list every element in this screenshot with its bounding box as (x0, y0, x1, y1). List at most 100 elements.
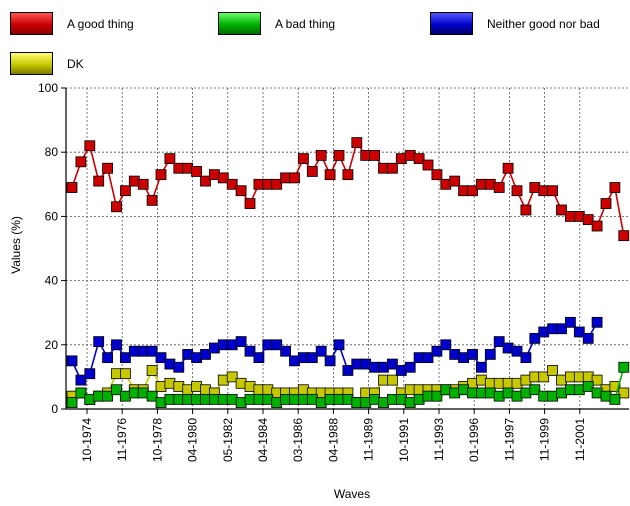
data-point-neither-good-nor-bad (102, 352, 113, 364)
data-point-a-bad-thing (395, 393, 407, 405)
data-point-a-good-thing (164, 153, 176, 165)
data-point-a-good-thing (217, 172, 229, 184)
data-point-neither-good-nor-bad (280, 345, 292, 357)
legend-label-dk: DK (67, 56, 84, 71)
data-point-dk (618, 387, 630, 399)
data-point-dk (386, 374, 398, 386)
series-a-bad-thing (66, 361, 630, 408)
data-point-neither-good-nor-bad (75, 374, 87, 386)
grid (66, 87, 629, 410)
data-point-neither-good-nor-bad (66, 355, 78, 367)
data-point-a-bad-thing (146, 390, 158, 402)
data-point-neither-good-nor-bad (235, 336, 247, 347)
y-tick-label: 40 (45, 274, 59, 288)
data-point-a-bad-thing (440, 384, 452, 396)
legend-swatch-neither (430, 12, 473, 35)
data-point-neither-good-nor-bad (182, 349, 194, 360)
data-point-neither-good-nor-bad (493, 336, 505, 347)
data-point-a-good-thing (324, 169, 336, 181)
legend-label-neither: Neither good nor bad (487, 16, 600, 31)
data-point-a-good-thing (449, 175, 461, 187)
data-point-neither-good-nor-bad (529, 332, 541, 344)
data-point-a-good-thing (84, 140, 96, 152)
data-point-neither-good-nor-bad (431, 345, 443, 357)
x-tick-label: 11-1989 (362, 418, 376, 461)
data-point-neither-good-nor-bad (484, 349, 496, 360)
data-point-a-bad-thing (164, 393, 176, 405)
data-point-a-good-thing (493, 182, 505, 193)
data-point-neither-good-nor-bad (520, 352, 532, 364)
data-point-a-good-thing (351, 137, 363, 148)
data-point-a-good-thing (200, 175, 211, 187)
data-point-a-good-thing (573, 210, 585, 222)
y-tick-label: 80 (45, 145, 59, 159)
y-tick-label: 100 (38, 81, 58, 95)
data-point-a-good-thing (93, 175, 105, 187)
data-point-neither-good-nor-bad (547, 323, 558, 335)
legend-swatch-bad-thing (218, 12, 261, 35)
data-point-neither-good-nor-bad (342, 365, 354, 376)
data-point-neither-good-nor-bad (511, 345, 523, 357)
data-point-a-good-thing (155, 169, 167, 181)
data-point-neither-good-nor-bad (155, 352, 167, 364)
data-point-dk (609, 381, 621, 392)
data-point-dk (262, 384, 274, 396)
data-point-a-good-thing (422, 159, 434, 171)
data-point-a-good-thing (609, 182, 621, 193)
legend-item-dk: DK (10, 52, 84, 75)
data-point-a-good-thing (484, 178, 496, 190)
data-point-a-good-thing (244, 198, 256, 209)
data-point-a-good-thing (315, 150, 327, 161)
data-point-a-good-thing (289, 172, 300, 184)
data-point-a-good-thing (440, 178, 452, 190)
x-axis-title: Waves (334, 487, 370, 501)
data-point-a-good-thing (547, 185, 558, 197)
data-point-neither-good-nor-bad (200, 349, 211, 360)
data-point-a-bad-thing (226, 393, 238, 405)
data-point-neither-good-nor-bad (226, 339, 238, 351)
data-point-dk (182, 384, 194, 396)
data-point-a-good-thing (431, 169, 443, 181)
data-point-a-good-thing (467, 185, 478, 197)
data-point-neither-good-nor-bad (467, 349, 478, 360)
data-point-neither-good-nor-bad (475, 361, 487, 373)
data-point-a-good-thing (75, 156, 87, 168)
x-tick-label: 10-1978 (150, 418, 164, 462)
legend-swatch-dk (10, 52, 53, 75)
data-point-neither-good-nor-bad (582, 332, 594, 344)
data-point-neither-good-nor-bad (208, 342, 220, 354)
x-tick-label: 10-1974 (80, 418, 94, 462)
series-neither-good-nor-bad (66, 316, 603, 386)
data-point-neither-good-nor-bad (440, 339, 452, 351)
data-point-a-bad-thing (511, 390, 523, 402)
data-point-dk (502, 377, 514, 389)
data-point-neither-good-nor-bad (173, 361, 185, 373)
data-point-neither-good-nor-bad (111, 339, 122, 351)
data-point-neither-good-nor-bad (93, 336, 105, 347)
data-point-a-good-thing (600, 198, 612, 209)
data-point-a-bad-thing (66, 397, 78, 408)
data-point-neither-good-nor-bad (395, 365, 407, 376)
data-point-dk (556, 374, 567, 386)
legend-item-neither: Neither good nor bad (430, 12, 600, 35)
data-point-neither-good-nor-bad (404, 361, 416, 373)
x-tick-label: 11-1997 (502, 418, 516, 461)
data-point-a-bad-thing (591, 387, 603, 399)
data-point-dk (111, 368, 122, 380)
data-point-neither-good-nor-bad (351, 358, 363, 370)
data-point-a-bad-thing (102, 390, 113, 402)
x-tick-label: 01-1996 (467, 418, 481, 462)
data-point-a-good-thing (520, 204, 532, 216)
data-point-a-bad-thing (120, 390, 131, 402)
data-point-neither-good-nor-bad (306, 352, 318, 364)
data-point-a-bad-thing (431, 390, 443, 402)
data-point-a-good-thing (182, 162, 194, 174)
data-point-a-good-thing (342, 169, 354, 181)
data-point-a-bad-thing (609, 393, 621, 405)
x-tick-label: 04-1980 (186, 418, 200, 462)
data-point-neither-good-nor-bad (333, 339, 345, 351)
y-axis-title: Values (%) (9, 216, 23, 274)
data-point-a-good-thing (306, 166, 318, 177)
data-point-a-good-thing (262, 178, 274, 190)
data-point-a-good-thing (137, 178, 149, 190)
